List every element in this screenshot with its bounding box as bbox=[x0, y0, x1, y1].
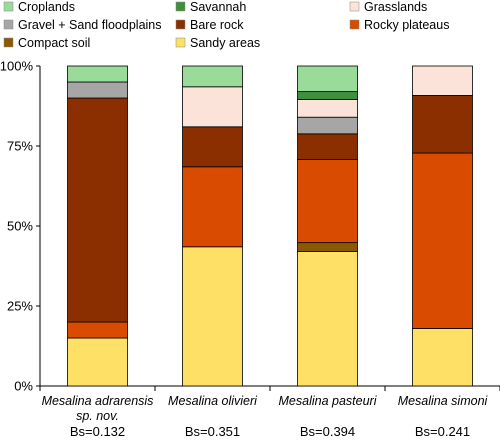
bar-segment bbox=[182, 65, 243, 88]
category-label: Mesalina pasteuri bbox=[279, 394, 378, 408]
y-tick-label: 100% bbox=[0, 59, 33, 74]
bar-segment bbox=[182, 246, 243, 387]
legend-swatch bbox=[349, 19, 360, 30]
bar-segment bbox=[67, 81, 128, 99]
legend-label: Croplands bbox=[18, 0, 75, 14]
legend-label: Sandy areas bbox=[190, 36, 260, 50]
y-tick-label: 25% bbox=[7, 299, 33, 314]
bar-segment bbox=[182, 86, 243, 128]
bs-label: Bs=0.132 bbox=[70, 424, 125, 439]
bar-segment bbox=[412, 65, 473, 96]
bar-segment bbox=[297, 99, 358, 118]
bar-segment bbox=[412, 327, 473, 387]
legend-swatch bbox=[175, 37, 186, 48]
legend: Croplands Savannah Grasslands Gravel + Sand… bbox=[3, 0, 449, 50]
bar-segment bbox=[67, 337, 128, 387]
bar-segment bbox=[297, 116, 358, 135]
bar-segment bbox=[412, 95, 473, 154]
category-label: Mesalina adrarensis bbox=[42, 394, 154, 408]
legend-label: Gravel + Sand floodplains bbox=[18, 18, 162, 32]
bs-label: Bs=0.394 bbox=[300, 424, 355, 439]
y-tick-label: 50% bbox=[7, 219, 33, 234]
y-tick-label: 75% bbox=[7, 139, 33, 154]
legend-label: Compact soil bbox=[18, 36, 90, 50]
bar-segment bbox=[297, 65, 358, 93]
legend-label: Grasslands bbox=[364, 0, 427, 14]
legend-swatch bbox=[3, 1, 14, 12]
bar-segment bbox=[297, 159, 358, 244]
bar-segment bbox=[297, 251, 358, 387]
bs-label: Bs=0.351 bbox=[185, 424, 240, 439]
bar-segment bbox=[297, 91, 358, 100]
bar-segment bbox=[67, 321, 128, 339]
legend-swatch bbox=[349, 1, 360, 12]
category-label: sp. nov. bbox=[76, 409, 119, 423]
category-label: Mesalina olivieri bbox=[168, 394, 258, 408]
legend-swatch bbox=[3, 37, 14, 48]
bar-segment bbox=[182, 126, 243, 168]
bar-segment bbox=[412, 152, 473, 329]
legend-swatch bbox=[175, 19, 186, 30]
bar-segment bbox=[182, 166, 243, 248]
category-label: Mesalina simoni bbox=[398, 394, 489, 408]
legend-label: Rocky plateaus bbox=[364, 18, 449, 32]
y-tick-label: 0% bbox=[14, 379, 33, 394]
bs-label: Bs=0.241 bbox=[415, 424, 470, 439]
legend-swatch bbox=[175, 1, 186, 12]
bar-segment bbox=[297, 242, 358, 252]
bar-segment bbox=[67, 97, 128, 323]
legend-label: Savannah bbox=[190, 0, 246, 14]
bar-segment bbox=[297, 133, 358, 160]
bar-segment bbox=[67, 65, 128, 83]
legend-label: Bare rock bbox=[190, 18, 244, 32]
legend-swatch bbox=[3, 19, 14, 30]
